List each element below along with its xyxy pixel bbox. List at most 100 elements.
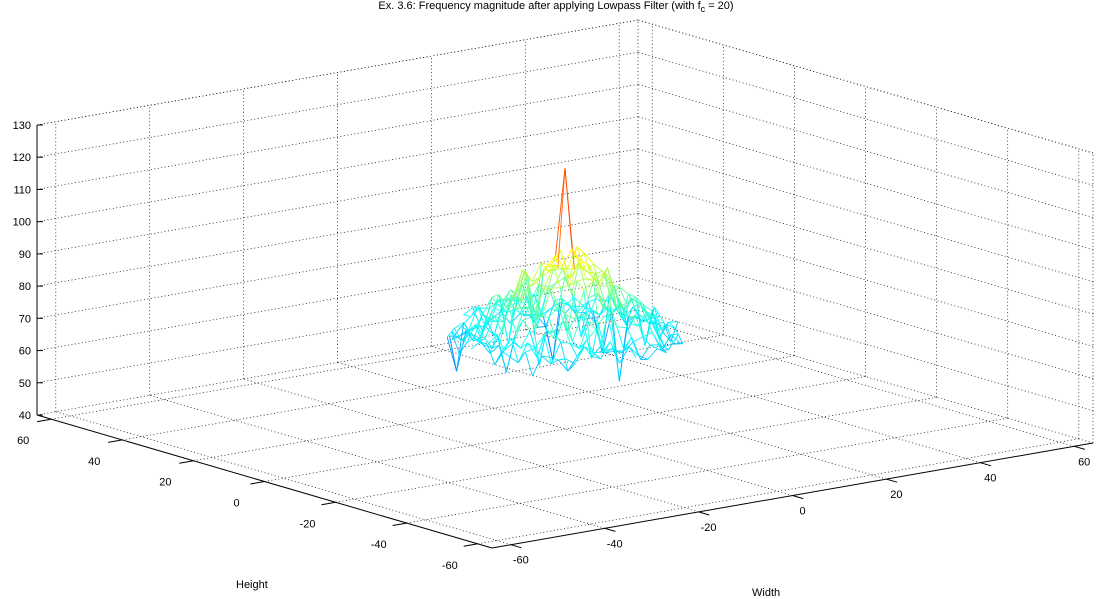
wall-grid-line xyxy=(37,84,638,189)
mesh-segment xyxy=(464,308,473,315)
x-tick-mark xyxy=(980,463,991,466)
x-tick-mark xyxy=(699,512,710,515)
mesh-segment xyxy=(582,265,589,268)
y-tick-label: -40 xyxy=(371,539,387,551)
mesh-segment xyxy=(523,320,530,331)
mesh-segment xyxy=(640,305,647,313)
z-tick-label: 90 xyxy=(19,249,31,261)
floor-grid-line xyxy=(525,330,980,463)
y-tick-label: 0 xyxy=(233,498,239,510)
mesh-segment xyxy=(577,279,586,281)
y-tick-mark xyxy=(179,461,193,464)
floor-grid-line xyxy=(619,313,1074,446)
wall-grid-line xyxy=(37,181,638,286)
box-edge xyxy=(638,20,1093,153)
z-tick-label: 60 xyxy=(19,346,31,358)
grid-lines xyxy=(37,20,1093,545)
mesh-segment xyxy=(495,351,502,364)
y-tick-label: 40 xyxy=(88,456,100,468)
z-tick-label: 70 xyxy=(19,313,31,325)
mesh-segment xyxy=(600,285,609,287)
mesh-segment xyxy=(533,356,542,376)
z-tick-label: 100 xyxy=(13,217,31,229)
x-tick-label: 20 xyxy=(890,489,902,501)
floor-grid-line xyxy=(150,395,605,528)
mesh-segment xyxy=(596,271,603,273)
mesh-segment xyxy=(577,281,584,291)
mesh-segment xyxy=(636,316,645,317)
mesh-segment xyxy=(648,349,657,360)
mesh-segment xyxy=(565,168,572,249)
y-tick-label: -60 xyxy=(442,560,458,572)
mesh-segment xyxy=(523,317,532,320)
z-tick-label: 50 xyxy=(19,378,31,390)
floor-grid-line xyxy=(244,379,699,512)
x-tick-label: 60 xyxy=(1078,456,1090,468)
z-tick-label: 80 xyxy=(19,281,31,293)
floor-grid-line xyxy=(478,439,1079,544)
z-tick-label: 130 xyxy=(13,120,31,132)
mesh-segment xyxy=(619,328,626,382)
tick-labels: -60 -40 -20 0 20 40 60 -60 -40 -20 0 20 40 60 40 50 60 70… xyxy=(13,120,1091,572)
x-tick-mark xyxy=(793,496,804,499)
mesh-segment xyxy=(530,278,539,287)
wall-grid-line xyxy=(37,117,638,222)
mesh-segment xyxy=(568,357,577,372)
mesh-segment xyxy=(563,249,572,266)
x-tick-label: -40 xyxy=(607,538,623,550)
mesh-segment xyxy=(555,299,562,300)
mesh-segment xyxy=(566,359,575,364)
x-tick-label: 40 xyxy=(984,473,996,485)
floor-grid-line xyxy=(265,377,866,482)
y-tick-label: 60 xyxy=(17,435,29,447)
axis-lines xyxy=(37,125,1093,548)
x-tick-label: -60 xyxy=(513,555,529,567)
mesh-segment xyxy=(650,345,657,349)
mesh-segment xyxy=(518,352,525,363)
mesh-segment xyxy=(617,327,626,328)
x-tick-label: -20 xyxy=(701,522,717,534)
mesh-segment xyxy=(506,343,513,373)
mesh-segment xyxy=(525,352,532,376)
y-tick-mark xyxy=(37,419,51,421)
mesh-segment xyxy=(502,351,509,356)
mesh-segment xyxy=(487,321,494,336)
y-tick-mark xyxy=(322,502,336,504)
mesh-segment xyxy=(539,326,546,327)
y-tick-label: 20 xyxy=(159,477,171,489)
mesh-segment xyxy=(483,297,492,314)
x-tick-label: 0 xyxy=(799,506,805,518)
mesh-segment xyxy=(617,327,624,351)
floor-grid-line xyxy=(407,418,1008,523)
x-tick-mark xyxy=(605,528,616,531)
mesh-segment xyxy=(662,350,669,351)
box-edge xyxy=(37,20,638,125)
wall-grid-line xyxy=(37,310,638,415)
floor-grid-line xyxy=(51,314,652,419)
x-tick-mark xyxy=(511,545,522,548)
z-tick-label: 120 xyxy=(13,152,31,164)
z-tick-label: 40 xyxy=(19,410,31,422)
mesh-segment xyxy=(556,168,565,255)
mesh-segment xyxy=(558,359,565,360)
floor-grid-line xyxy=(56,412,511,545)
y-tick-label: -20 xyxy=(300,518,316,530)
wall-grid-line xyxy=(37,149,638,254)
x-axis-label: Width xyxy=(752,587,780,599)
z-tick-label: 110 xyxy=(13,184,31,196)
y-tick-mark xyxy=(393,523,407,525)
surface-mesh xyxy=(447,168,683,381)
mesh-segment xyxy=(461,317,470,327)
x-tick-mark xyxy=(886,479,897,482)
mesh-segment xyxy=(561,342,570,343)
y-tick-mark xyxy=(108,440,122,443)
floor-grid-line xyxy=(431,346,886,479)
wall-grid-line xyxy=(638,213,1093,346)
mesh-segment xyxy=(514,320,523,343)
mesh-segment xyxy=(480,308,489,309)
y-axis-label: Height xyxy=(236,579,268,591)
mesh-segment xyxy=(464,315,471,317)
mesh-segment xyxy=(521,331,530,349)
x-tick-mark xyxy=(1074,446,1085,449)
